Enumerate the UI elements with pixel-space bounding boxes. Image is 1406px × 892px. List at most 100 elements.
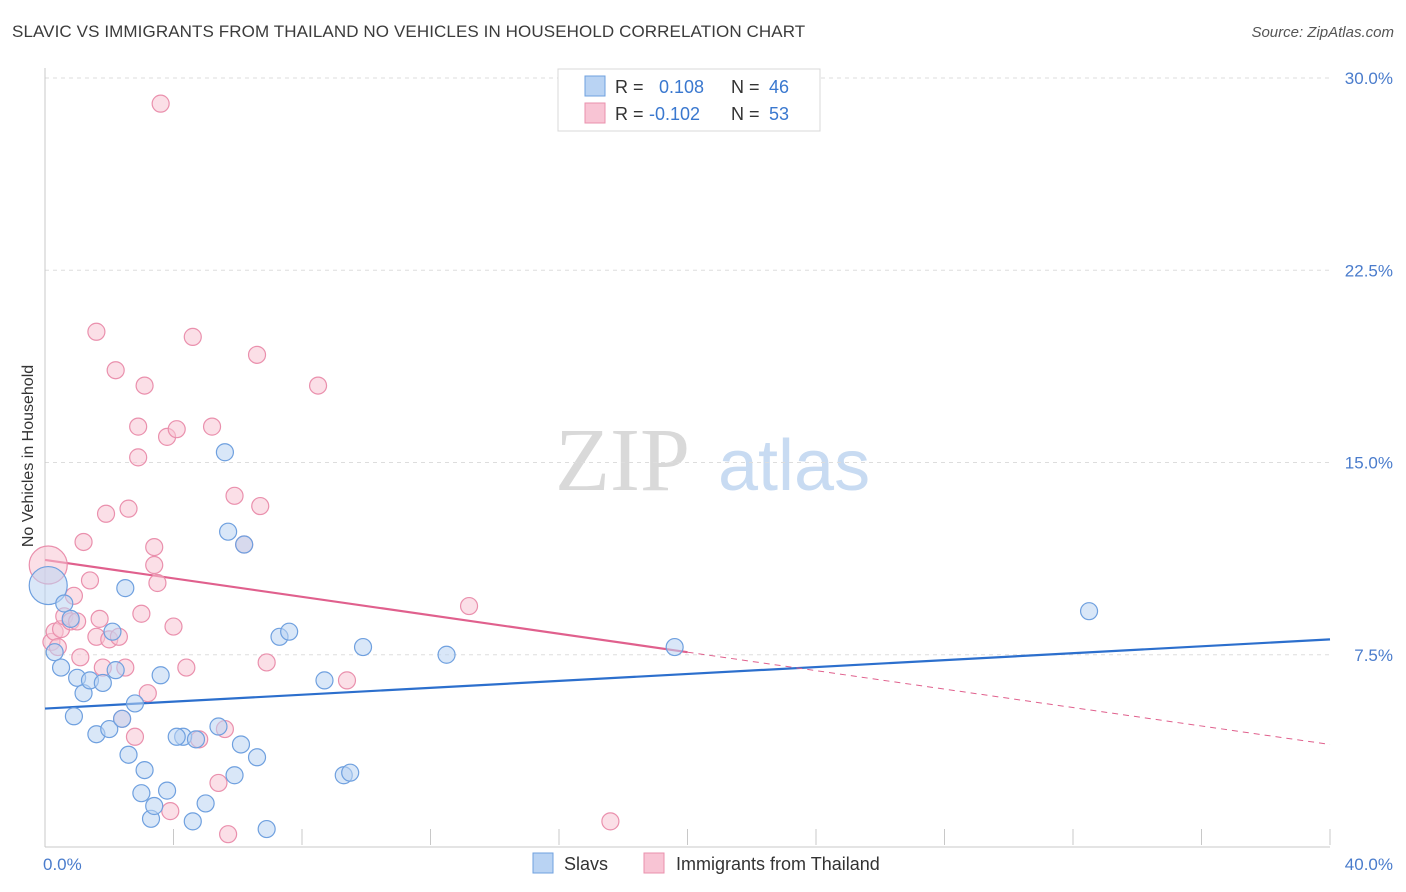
legend-n-value-thai: 53 — [769, 104, 789, 124]
slavs-point-30 — [219, 522, 238, 541]
bottom-legend-swatch-thai — [643, 852, 665, 874]
thai-point-34 — [167, 420, 186, 439]
slavs-point-10 — [93, 673, 112, 693]
slavs-point-21 — [145, 796, 164, 816]
x-tick-label-1: 40.0% — [1345, 855, 1393, 874]
slavs-point-13 — [106, 661, 125, 680]
thai-point-49 — [459, 596, 479, 616]
bottom-legend-swatch-slavs — [532, 852, 554, 874]
slavs-point-22 — [151, 666, 170, 685]
slavs-point-32 — [231, 735, 251, 754]
thai-point-27 — [145, 537, 164, 557]
slavs-point-25 — [183, 812, 202, 831]
slavs-point-2 — [51, 658, 71, 677]
slavs-point-18 — [132, 784, 151, 803]
slavs-point-35 — [257, 819, 276, 839]
thai-point-32 — [161, 802, 180, 821]
slavs-point-37 — [280, 622, 299, 641]
axes — [44, 68, 1331, 848]
slavs-point-19 — [135, 760, 154, 780]
thai-point-51 — [90, 609, 109, 628]
thai-point-39 — [209, 773, 228, 793]
thai-point-22 — [129, 417, 148, 436]
thai-point-41 — [219, 825, 238, 844]
legend-r-value-slavs: 0.108 — [659, 77, 704, 97]
thai-point-46 — [257, 653, 276, 672]
thai-point-38 — [202, 417, 222, 436]
thai-point-25 — [135, 376, 154, 395]
slavs-point-27 — [196, 794, 215, 813]
thai-point-10 — [80, 571, 100, 590]
slavs-point-45 — [167, 727, 186, 746]
legend-r-value-thai: -0.102 — [649, 104, 700, 124]
legend-n-label-slavs: N = — [731, 77, 760, 97]
thai-point-36 — [183, 327, 202, 346]
thai-point-35 — [177, 658, 196, 677]
chart-source: Source: ZipAtlas.com — [1251, 24, 1394, 41]
thai-point-47 — [308, 376, 328, 395]
thai-point-29 — [148, 573, 167, 593]
legend-r-label-thai: R = — [615, 104, 644, 124]
trend-line-slavs — [44, 638, 1331, 710]
bottom-legend-label-thai: Immigrants from Thailand — [676, 854, 880, 874]
slavs-point-23 — [157, 781, 177, 800]
slavs-point-40 — [341, 763, 360, 782]
thai-point-33 — [164, 617, 183, 636]
legend-r-label-slavs: R = — [615, 77, 644, 97]
thai-point-44 — [247, 345, 267, 364]
bottom-legend: Slavs Immigrants from Thailand — [532, 852, 880, 874]
thai-point-30 — [151, 94, 170, 113]
slavs-point-38 — [315, 671, 334, 690]
thai-point-23 — [129, 448, 148, 467]
slavs-point-5 — [64, 707, 84, 726]
trend-lines — [44, 558, 1331, 745]
y-tick-label-2: 22.5% — [1345, 261, 1393, 280]
y-tick-label-1: 15.0% — [1345, 454, 1393, 473]
thai-point-20 — [119, 499, 138, 518]
thai-point-21 — [125, 727, 145, 746]
bottom-legend-label-slavs: Slavs — [564, 854, 608, 874]
legend-n-label-thai: N = — [731, 104, 760, 124]
thai-point-42 — [225, 486, 244, 505]
legend-swatch-thai — [584, 102, 606, 124]
slavs-point-0 — [28, 565, 68, 606]
legend-swatch-slavs — [584, 75, 606, 97]
thai-point-24 — [132, 604, 151, 623]
slavs-point-4 — [61, 609, 80, 628]
y-tick-label-0: 7.5% — [1354, 646, 1393, 665]
data-points — [28, 94, 1099, 844]
watermark-zip: ZIP — [555, 411, 690, 510]
slavs-point-3 — [55, 594, 74, 613]
thai-point-11 — [87, 322, 106, 341]
x-tick-label-0: 0.0% — [43, 855, 82, 874]
watermark-atlas: atlas — [718, 426, 870, 506]
thai-point-45 — [251, 496, 270, 516]
slavs-point-33 — [235, 535, 254, 554]
trend-line-thai-extended — [687, 651, 1331, 745]
slavs-point-42 — [437, 645, 456, 664]
legend: R = 0.108 N = 46 R = -0.102 N = 53 — [557, 68, 821, 132]
slavs-point-26 — [186, 730, 206, 749]
y-axis-label: No Vehicles in Household — [20, 365, 37, 547]
thai-point-28 — [145, 555, 164, 575]
y-tick-label-3: 30.0% — [1345, 69, 1393, 88]
slavs-point-28 — [209, 717, 228, 736]
thai-point-16 — [106, 361, 125, 380]
slavs-point-44 — [1079, 602, 1099, 621]
grid-lines — [45, 77, 1330, 656]
thai-point-48 — [337, 671, 357, 690]
slavs-point-1 — [45, 643, 64, 662]
slavs-point-43 — [665, 637, 684, 657]
slavs-point-12 — [103, 622, 122, 641]
slavs-point-41 — [353, 637, 373, 657]
thai-point-8 — [71, 648, 90, 667]
slavs-point-29 — [215, 443, 234, 462]
slavs-point-14 — [112, 709, 132, 728]
slavs-point-17 — [125, 694, 145, 713]
slavs-point-15 — [116, 579, 135, 598]
thai-point-26 — [138, 684, 157, 703]
thai-point-14 — [96, 504, 116, 523]
slavs-point-11 — [100, 719, 119, 739]
thai-point-50 — [601, 812, 620, 831]
